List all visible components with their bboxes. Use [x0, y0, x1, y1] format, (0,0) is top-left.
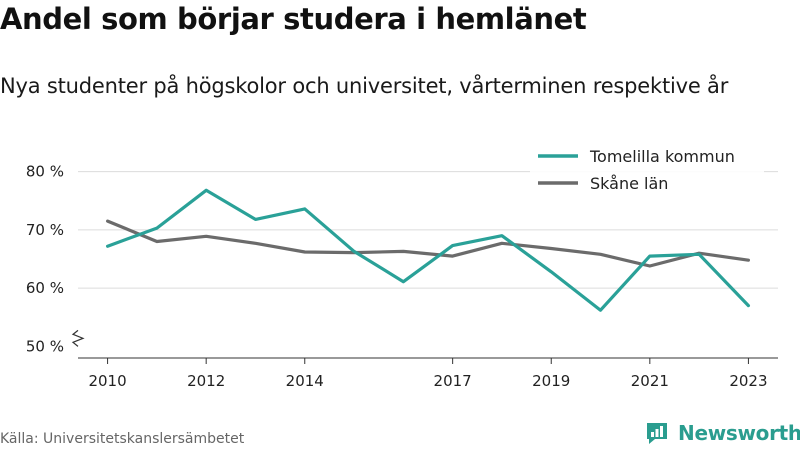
brand-logo: Newsworthy	[644, 420, 800, 446]
x-tick-label: 2010	[88, 372, 126, 390]
chart-subtitle: Nya studenter på högskolor och universit…	[0, 74, 729, 98]
legend-background	[530, 141, 764, 201]
series-line	[105, 219, 751, 268]
chart-title: Andel som börjar studera i hemlänet	[0, 2, 587, 36]
x-tick-label: 2019	[532, 372, 570, 390]
source-note: Källa: Universitetskanslersämbetet	[0, 431, 245, 447]
y-tick-label: 80 %	[26, 163, 64, 181]
x-tick-label: 2017	[434, 372, 472, 390]
y-tick-label: 70 %	[26, 221, 64, 239]
legend-label: Tomelilla kommun	[589, 147, 735, 166]
x-tick-label: 2014	[286, 372, 324, 390]
brand-name: Newsworthy	[678, 421, 800, 445]
series-line	[105, 188, 751, 312]
newsworthy-icon	[647, 423, 667, 444]
y-tick-label: 50 %	[26, 337, 64, 355]
axis-break-icon	[71, 329, 85, 347]
legend-label: Skåne län	[590, 174, 668, 193]
x-tick-label: 2021	[631, 372, 669, 390]
x-tick-label: 2012	[187, 372, 225, 390]
x-tick-label: 2023	[729, 372, 767, 390]
line-chart: 50 % 60 % 70 % 80 % 2010 2012 2014 2017 2019 2021…	[25, 141, 778, 390]
y-tick-label: 60 %	[26, 279, 64, 297]
